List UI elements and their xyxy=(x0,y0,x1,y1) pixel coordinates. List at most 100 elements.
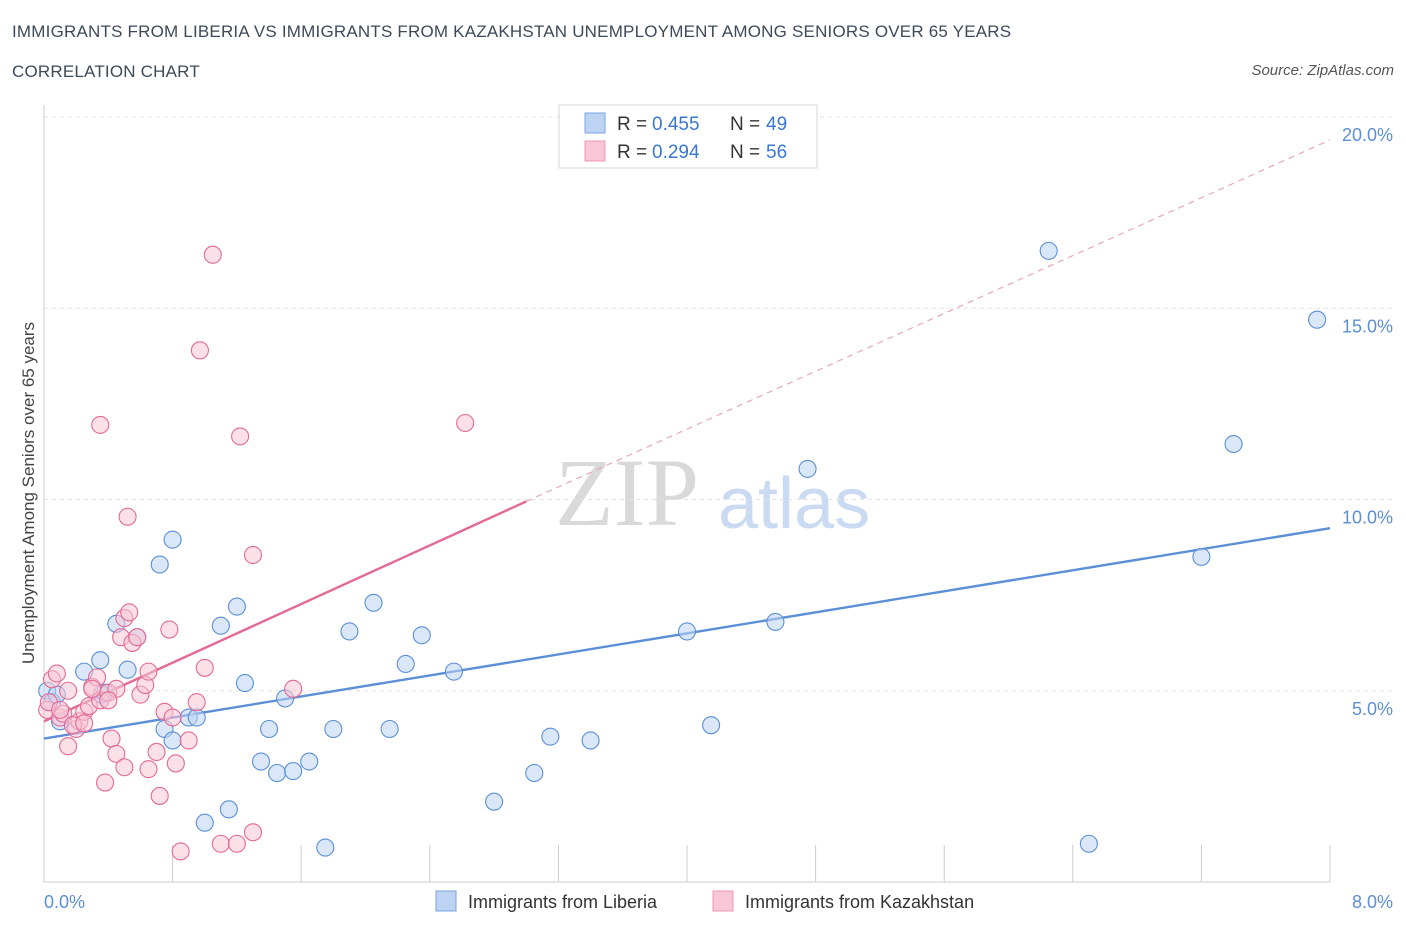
point-liberia-32 xyxy=(444,662,463,681)
point-kazakhstan-35 xyxy=(139,662,158,681)
point-liberia-29 xyxy=(380,719,399,739)
point-liberia-26 xyxy=(324,719,343,739)
point-kazakhstan-31 xyxy=(166,754,185,773)
trend-extension-1 xyxy=(526,139,1331,502)
legend-swatch-kazakhstan xyxy=(584,140,606,162)
x-tick-label-left: 0.0% xyxy=(44,892,85,912)
point-kazakhstan-40 xyxy=(284,679,303,698)
watermark-atlas: atlas xyxy=(718,464,870,544)
y-tick-labels: 5.0% 10.0% 15.0% 20.0% xyxy=(1342,125,1393,719)
point-liberia-31 xyxy=(412,626,431,645)
point-kazakhstan-50 xyxy=(75,714,94,733)
point-liberia-25 xyxy=(316,838,335,857)
legend-n-label-kazakhstan: N = xyxy=(730,142,760,163)
point-kazakhstan-3 xyxy=(47,664,66,683)
point-liberia-39 xyxy=(766,612,785,631)
legend-r-value-liberia: 0.455 xyxy=(652,114,700,135)
point-liberia-36 xyxy=(581,731,600,750)
legend-r-value-kazakhstan: 0.294 xyxy=(652,142,700,163)
point-kazakhstan-47 xyxy=(456,413,475,433)
chart-subtitle: CORRELATION CHART xyxy=(12,62,200,81)
point-liberia-34 xyxy=(525,763,544,783)
point-liberia-28 xyxy=(364,593,383,612)
series-legend-swatch-liberia xyxy=(435,890,457,912)
point-kazakhstan-54 xyxy=(99,691,118,710)
point-liberia-38 xyxy=(702,716,721,735)
point-kazakhstan-55 xyxy=(59,681,78,700)
legend-n-value-kazakhstan: 56 xyxy=(766,142,787,163)
legend-n-value-liberia: 49 xyxy=(766,114,787,135)
point-kazakhstan-33 xyxy=(179,731,198,750)
point-kazakhstan-6 xyxy=(59,737,78,756)
point-kazakhstan-17 xyxy=(107,744,126,763)
point-liberia-37 xyxy=(677,622,697,641)
data-points xyxy=(38,241,1327,861)
point-kazakhstan-28 xyxy=(150,786,169,805)
point-kazakhstan-30 xyxy=(163,708,182,727)
point-liberia-47 xyxy=(219,800,238,819)
point-liberia-8 xyxy=(118,660,137,679)
legend-r-label-liberia: R = xyxy=(617,114,647,135)
y-axis-label: Unemployment Among Seniors over 65 years xyxy=(19,322,38,664)
point-kazakhstan-41 xyxy=(91,415,110,434)
point-liberia-42 xyxy=(1079,834,1098,853)
correlation-legend: R = 0.455 N = 49 R = 0.294 N = 56 xyxy=(558,104,818,169)
point-liberia-6 xyxy=(91,651,110,670)
point-kazakhstan-44 xyxy=(203,245,222,264)
chart-title: IMMIGRANTS FROM LIBERIA VS IMMIGRANTS FR… xyxy=(12,22,1012,41)
point-liberia-41 xyxy=(1039,241,1058,260)
y-tick-label-1: 10.0% xyxy=(1342,508,1393,528)
y-tick-label-2: 15.0% xyxy=(1342,316,1393,336)
point-liberia-35 xyxy=(541,727,560,746)
point-kazakhstan-32 xyxy=(171,842,190,861)
y-tick-label-3: 20.0% xyxy=(1342,125,1393,145)
point-kazakhstan-27 xyxy=(147,742,166,762)
point-kazakhstan-38 xyxy=(227,834,246,853)
point-kazakhstan-22 xyxy=(120,603,139,622)
point-liberia-11 xyxy=(163,530,182,549)
point-liberia-33 xyxy=(485,792,504,811)
series-legend: Immigrants from Liberia Immigrants from … xyxy=(435,890,974,912)
point-kazakhstan-34 xyxy=(187,693,206,712)
point-kazakhstan-52 xyxy=(128,628,147,647)
point-kazakhstan-19 xyxy=(96,773,115,792)
point-kazakhstan-51 xyxy=(83,679,102,698)
point-liberia-14 xyxy=(163,731,182,750)
point-kazakhstan-36 xyxy=(195,658,214,677)
point-liberia-20 xyxy=(251,752,271,771)
point-liberia-16 xyxy=(187,708,206,727)
point-kazakhstan-39 xyxy=(243,823,263,842)
point-liberia-46 xyxy=(195,813,214,832)
point-liberia-24 xyxy=(300,752,319,771)
point-liberia-48 xyxy=(259,719,279,739)
point-kazakhstan-16 xyxy=(102,729,121,748)
point-kazakhstan-26 xyxy=(139,760,158,779)
point-liberia-23 xyxy=(284,762,303,781)
point-kazakhstan-18 xyxy=(115,758,134,777)
legend-r-label-kazakhstan: R = xyxy=(617,142,647,163)
point-liberia-44 xyxy=(1224,434,1243,454)
point-kazakhstan-45 xyxy=(231,427,250,446)
point-kazakhstan-43 xyxy=(190,341,209,360)
point-liberia-10 xyxy=(150,555,169,574)
x-tick-marks xyxy=(43,845,1331,882)
x-tick-label-right: 8.0% xyxy=(1352,892,1393,912)
source-credit: Source: ZipAtlas.com xyxy=(1251,62,1394,79)
point-liberia-18 xyxy=(227,597,246,616)
point-kazakhstan-46 xyxy=(243,545,263,565)
legend-swatch-liberia xyxy=(584,112,606,134)
point-liberia-21 xyxy=(268,763,287,783)
point-liberia-45 xyxy=(1308,310,1327,329)
point-kazakhstan-53 xyxy=(160,620,179,639)
series-legend-swatch-kazakhstan xyxy=(712,890,734,912)
point-liberia-27 xyxy=(340,622,359,641)
point-kazakhstan-42 xyxy=(118,507,137,526)
point-kazakhstan-48 xyxy=(51,700,70,719)
point-liberia-40 xyxy=(798,459,817,478)
legend-n-label-liberia: N = xyxy=(730,114,760,135)
point-liberia-43 xyxy=(1192,547,1211,566)
series-legend-label-liberia: Immigrants from Liberia xyxy=(468,892,658,912)
point-liberia-17 xyxy=(211,616,230,635)
point-liberia-30 xyxy=(396,654,415,674)
series-legend-label-kazakhstan: Immigrants from Kazakhstan xyxy=(745,892,974,912)
